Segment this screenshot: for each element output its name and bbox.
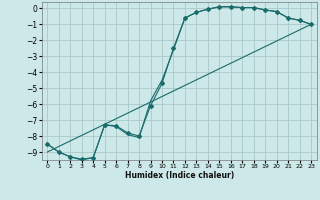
X-axis label: Humidex (Indice chaleur): Humidex (Indice chaleur) <box>124 171 234 180</box>
